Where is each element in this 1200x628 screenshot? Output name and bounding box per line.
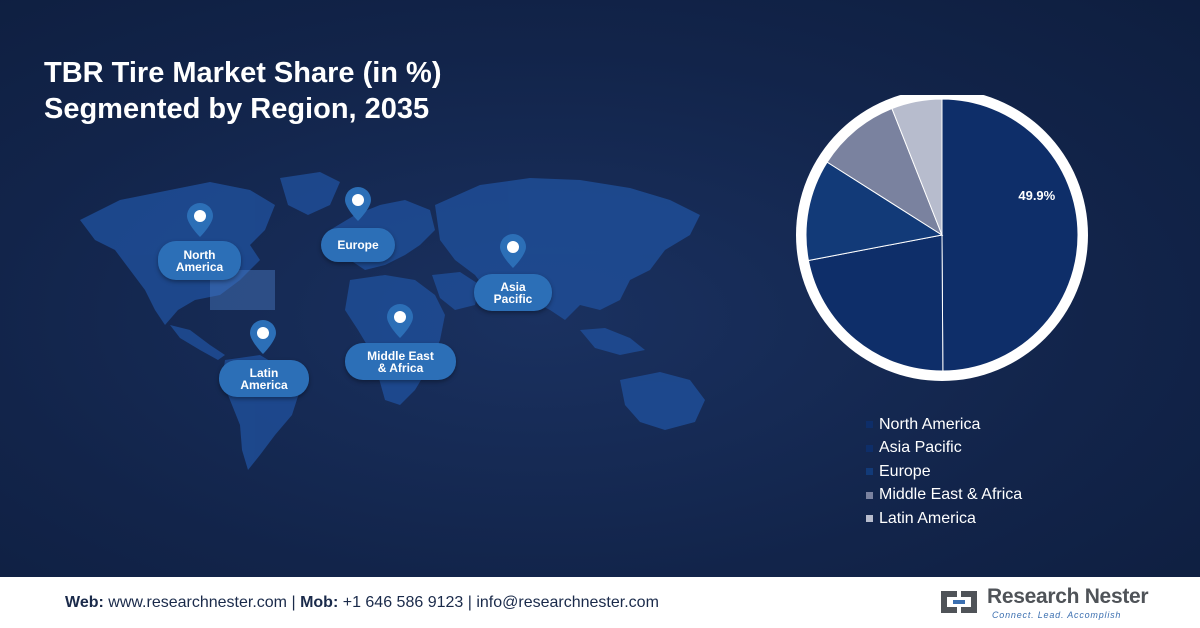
pie-chart: 49.9% (796, 95, 1088, 381)
footer: Web: www.researchnester.com | Mob: +1 64… (0, 577, 1200, 628)
region-label-europe: Europe (321, 228, 395, 262)
legend-item: Europe (866, 460, 1022, 484)
legend-item: Latin America (866, 507, 1022, 531)
title-line-1: TBR Tire Market Share (in %) (44, 57, 442, 89)
legend-label: North America (879, 415, 981, 433)
web-url[interactable]: www.researchnester.com (108, 594, 287, 611)
legend-swatch (866, 421, 873, 429)
map-pin-icon (500, 234, 526, 268)
region-label-north-america: North America (158, 241, 241, 280)
pie-slice-europe (805, 161, 944, 262)
logo-tagline: Connect. Lead. Accomplish (992, 610, 1122, 620)
region-label-latin-america: Latin America (219, 360, 309, 397)
separator: | (467, 594, 472, 611)
map-africa (345, 275, 445, 405)
legend-swatch (866, 444, 873, 452)
chart-legend: North America Asia Pacific Europe Middle Ea… (866, 413, 1022, 531)
pie-slice-latin-america (891, 98, 943, 236)
legend-item: Middle East & Africa (866, 484, 1022, 508)
research-nester-logo: Research Nester Connect. Lead. Accomplis… (935, 585, 1155, 621)
legend-label: Asia Pacific (879, 439, 962, 457)
title-line-2: Segmented by Region, 2035 (44, 93, 430, 125)
map-pin-icon (345, 187, 371, 221)
mob-label: Mob: (300, 594, 339, 611)
legend-label: Latin America (879, 509, 976, 527)
region-label-asia-pacific: Asia Pacific (474, 274, 552, 311)
pie-slice-asia-pacific (807, 234, 944, 372)
map-pin-icon (187, 203, 213, 237)
contact-line: Web: www.researchnester.com | Mob: +1 64… (65, 594, 659, 612)
phone-number[interactable]: +1 646 586 9123 (342, 594, 464, 611)
logo-name: Research Nester (987, 585, 1149, 608)
pie-slice-middle-east-africa (826, 107, 944, 237)
chart-title: TBR Tire Market Share (in %) Segmented b… (44, 55, 442, 127)
legend-item: North America (866, 413, 1022, 437)
map-pin-icon (250, 320, 276, 354)
legend-label: Europe (879, 462, 931, 480)
logo-icon (941, 591, 977, 613)
map-middle-east (432, 272, 480, 310)
legend-item: Asia Pacific (866, 437, 1022, 461)
map-central-america (170, 325, 225, 360)
legend-swatch (866, 515, 873, 523)
legend-label: Middle East & Africa (879, 486, 1023, 504)
legend-swatch (866, 491, 873, 499)
map-southeast-asia (580, 328, 645, 355)
pie-slice-north-america (941, 98, 1079, 372)
map-greenland (280, 172, 340, 215)
separator: | (291, 594, 296, 611)
map-australia (620, 372, 705, 430)
legend-swatch (866, 468, 873, 476)
region-label-middle-east-africa: Middle East & Africa (345, 343, 456, 380)
web-label: Web: (65, 594, 104, 611)
pie-data-label: 49.9% (1018, 188, 1055, 203)
map-pin-icon (387, 304, 413, 338)
email-link[interactable]: info@researchnester.com (476, 594, 659, 611)
infographic-panel: TBR Tire Market Share (in %) Segmented b… (0, 0, 1200, 577)
